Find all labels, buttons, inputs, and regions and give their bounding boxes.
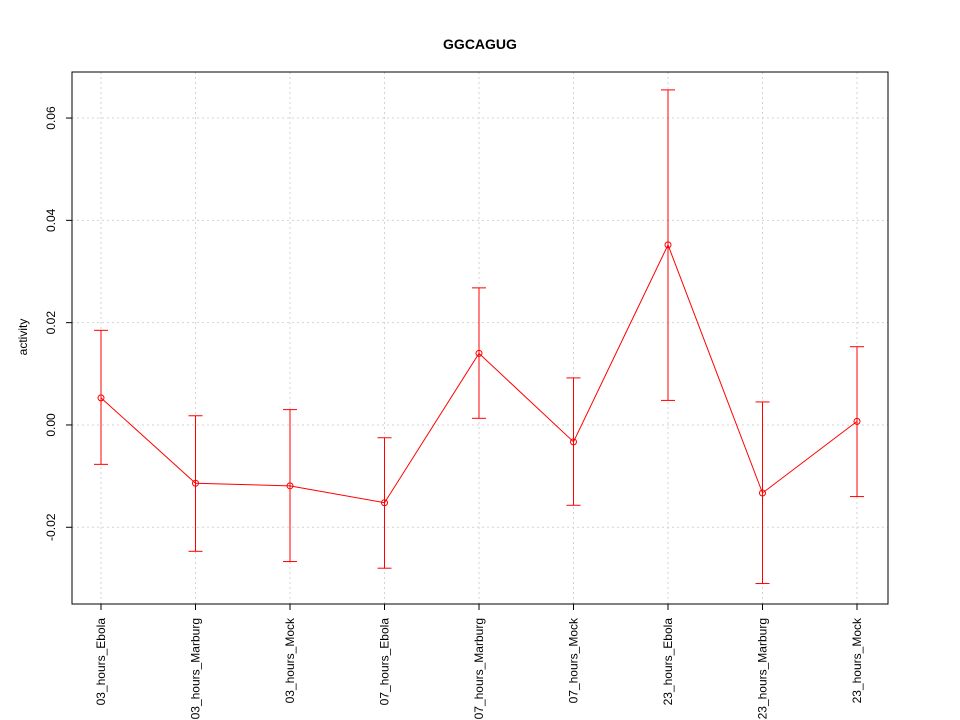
data-point [664, 241, 672, 249]
data-point [475, 349, 483, 357]
x-tick-label: 07_hours_Marburg [472, 618, 486, 719]
y-tick-label: 0.00 [44, 413, 58, 437]
data-point [853, 417, 861, 425]
data-point [570, 438, 577, 446]
data-point [192, 479, 199, 487]
x-tick-label: 23_hours_Ebola [661, 618, 675, 706]
chart-title: GGCAGUG [443, 36, 517, 52]
x-tick-label: 07_hours_Mock [567, 617, 581, 703]
x-tick-label: 03_hours_Marburg [189, 618, 203, 719]
axes: -0.02 0.00 0.02 0.04 0.06 03_hours_Ebola 03_ho… [44, 106, 864, 719]
x-tick-label: 03_hours_Mock [283, 617, 297, 703]
y-tick-label: 0.06 [44, 106, 58, 130]
data-point [759, 489, 766, 497]
x-tick-label: 07_hours_Ebola [378, 618, 392, 706]
data-series [94, 89, 864, 585]
y-tick-label: -0.02 [44, 513, 58, 541]
plot-frame [71, 71, 889, 605]
y-tick-label: 0.04 [44, 208, 58, 232]
data-point [286, 482, 294, 490]
series-line [100, 243, 858, 504]
y-tick-label: 0.02 [44, 311, 58, 335]
grid-lines [72, 72, 888, 604]
x-tick-label: 03_hours_Ebola [94, 618, 108, 706]
data-point [381, 499, 388, 507]
data-point [97, 394, 105, 402]
x-tick-label: 23_hours_Mock [850, 617, 864, 703]
x-tick-label: 23_hours_Marburg [756, 618, 770, 719]
y-axis-label: activity [16, 319, 30, 356]
